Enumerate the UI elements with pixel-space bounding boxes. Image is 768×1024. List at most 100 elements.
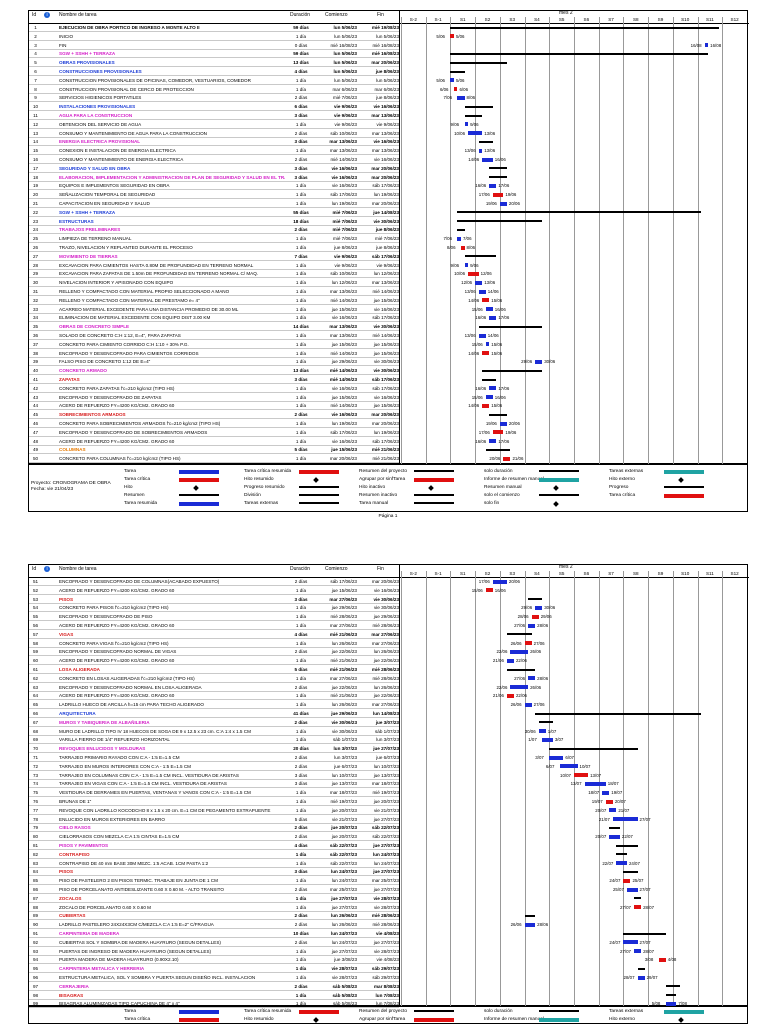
task-row[interactable]: 22 SGW + SSHH + TERRAZA 55 días mié 7/06/23… — [29, 209, 399, 217]
summary-bar[interactable] — [450, 61, 507, 64]
summary-bar[interactable] — [506, 633, 532, 636]
task-row[interactable]: 77 REVOQUE CON LADRILLO KOCODCHO 8 x 1.5 … — [29, 807, 399, 815]
task-row[interactable]: 9 SERVICIOS HIGIENICOS PORTATILES 2 días mi… — [29, 94, 399, 103]
task-row[interactable]: 28 EXCAVACION PARA CIMIENTOS HASTA 0.80M … — [29, 262, 399, 270]
summary-bar[interactable] — [457, 220, 543, 223]
task-bar[interactable] — [531, 614, 539, 619]
task-row[interactable]: 80 CIELORRASOS CON MEZCLA C:A 1:5 CINTAS … — [29, 833, 399, 842]
task-row[interactable]: 3 FIN 0 días mié 16/08/23 mié 16/08/23 — [29, 42, 399, 50]
summary-bar[interactable] — [489, 176, 507, 179]
task-row[interactable]: 71 TARRAJEO PRIMARIO RAYADO CON C:A - 1:5… — [29, 754, 399, 762]
task-row[interactable]: 95 CARPINTERIA METALICA Y HERRERIA 1 día vi… — [29, 965, 399, 974]
summary-bar[interactable] — [478, 325, 543, 328]
task-row[interactable]: 48 ACERO DE REFUERZO FY=4200 KG/CM2. GRAD… — [29, 438, 399, 446]
task-bar[interactable] — [605, 799, 613, 804]
task-row[interactable]: 63 ENCOFRADO Y DESENCOFRADO NORMAL EN LOS… — [29, 684, 399, 692]
task-row[interactable]: 14 ENERGIA ELECTRICA PROVISIONAL 3 días mar… — [29, 138, 399, 147]
task-bar[interactable] — [492, 192, 504, 197]
summary-bar[interactable] — [478, 140, 493, 143]
task-row[interactable]: 61 LOSA ALIGERADA 5 días mié 21/06/23 mié 28… — [29, 666, 399, 674]
task-row[interactable]: 38 ENCOFRADO Y DESENCOFRADO PARA CIMIENTO… — [29, 350, 399, 358]
task-row[interactable]: 81 PISOS Y PAVIMENTOS 4 días sáb 22/07/23 ju… — [29, 842, 399, 850]
task-bar[interactable] — [612, 817, 638, 822]
task-bar[interactable] — [704, 43, 709, 48]
summary-bar[interactable] — [616, 853, 627, 856]
summary-bar[interactable] — [457, 211, 702, 214]
task-row[interactable]: 88 ZOCALO DE PORCELANATO 0.60 X 0.60 M 1 d… — [29, 904, 399, 912]
task-bar[interactable] — [528, 676, 536, 681]
task-bar[interactable] — [475, 280, 483, 285]
task-bar[interactable] — [492, 579, 507, 584]
task-row[interactable]: 25 LIMPIEZA DE TERRENO MANUAL 1 día mié 7/0… — [29, 235, 399, 244]
task-row[interactable]: 55 ENCOFRADO Y DESENCOFRADO DE PISO 1 día m… — [29, 613, 399, 622]
task-row[interactable]: 87 ZOCALOS 1 día jue 27/07/23 vie 28/07/23 — [29, 895, 399, 903]
summary-bar[interactable] — [482, 378, 497, 381]
task-row[interactable]: 79 CIELO RASOS 2 días jue 20/07/23 sáb 22/07… — [29, 824, 399, 833]
task-bar[interactable] — [584, 781, 606, 786]
task-bar[interactable] — [464, 122, 469, 127]
task-row[interactable]: 74 TARRAJEO EN VIGAS CON C:A - 1:5 E=1.5 … — [29, 780, 399, 789]
task-row[interactable]: 65 LADRILLO HUECO DE ARCILLA h=15 cm PARA… — [29, 701, 399, 710]
task-row[interactable]: 1 EJECUCION DE OBRA PORTICO DE INGRESO A … — [29, 24, 399, 32]
task-bar[interactable] — [489, 386, 497, 391]
task-row[interactable]: 13 CONSUMO Y MANTENIMIENTO DE AGUA PARA L… — [29, 130, 399, 138]
task-row[interactable]: 69 VARILLA FIERRO DE 1/4" REFUERZO HORIZO… — [29, 736, 399, 745]
task-row[interactable]: 82 CONTRAPISO 1 día sáb 22/07/23 lun 24/07/2… — [29, 851, 399, 859]
task-row[interactable]: 89 CUBIERTAS 2 días lun 26/06/23 mié 28/06/2… — [29, 912, 399, 921]
task-row[interactable]: 26 TRAZO, NIVELACION Y REPLANTEO DURANTE … — [29, 244, 399, 252]
task-row[interactable]: 34 ELIMINACION DE MATERIAL EXCEDENTE CON … — [29, 314, 399, 323]
task-bar[interactable] — [485, 342, 490, 347]
summary-bar[interactable] — [665, 985, 680, 988]
task-row[interactable]: 94 PUERTA MADERA DE MADERA HUAYRURO (0.90… — [29, 956, 399, 965]
task-row[interactable]: 12 OBTENCION DEL SERVICIO DE AGUA 1 día vie… — [29, 121, 399, 129]
task-bar[interactable] — [506, 693, 514, 698]
task-bar[interactable] — [489, 183, 497, 188]
task-bar[interactable] — [468, 131, 483, 136]
task-bar[interactable] — [535, 605, 543, 610]
task-row[interactable]: 75 VESTIDURA DE DERRAMES EN PUERTAS, VENT… — [29, 789, 399, 798]
task-bar[interactable] — [623, 878, 631, 883]
task-row[interactable]: 47 ENCOFRADO Y DESENCOFRADO DE SOBRECIMIE… — [29, 429, 399, 437]
task-row[interactable]: 93 PUERTAS DE INGRESO DE MADERA HUAYRURO … — [29, 948, 399, 956]
task-row[interactable]: 41 ZAPATAS 3 días mié 14/06/23 sáb 17/06/23 — [29, 376, 399, 384]
task-bar[interactable] — [559, 764, 578, 769]
task-row[interactable]: 56 ACERO DE REFUERZO FY=4200 KG/CM2. GRAD… — [29, 622, 399, 630]
summary-bar[interactable] — [634, 897, 642, 900]
task-bar[interactable] — [609, 834, 620, 839]
task-bar[interactable] — [609, 808, 617, 813]
task-bar[interactable] — [538, 729, 546, 734]
task-row[interactable]: 96 ESTRUCTURA METALICA, SOL Y SOMBRA Y PU… — [29, 974, 399, 982]
task-bar[interactable] — [503, 456, 511, 461]
info-icon[interactable]: i — [44, 566, 50, 572]
task-row[interactable]: 19 EQUIPOS E IMPLEMENTOS SEGURIDAD EN OBR… — [29, 182, 399, 191]
summary-bar[interactable] — [549, 747, 638, 750]
task-bar[interactable] — [637, 975, 645, 980]
task-row[interactable]: 11 AGUA PARA LA CONSTRUCCION 3 días vie 9/0… — [29, 112, 399, 120]
task-row[interactable]: 27 MOVIMIENTO DE TIERRAS 7 días vie 9/06/23… — [29, 253, 399, 261]
task-row[interactable]: 53 PISOS 3 días mar 27/06/23 vie 30/06/23 — [29, 596, 399, 604]
task-row[interactable]: 84 PISOS 3 días lun 24/07/23 jue 27/07/23 — [29, 868, 399, 877]
task-row[interactable]: 90 LADRILLO PASTELERO 24X24X3CM C/MEZCLA … — [29, 921, 399, 930]
task-row[interactable]: 50 CONCRETO PARA COLUMNAS f'c=210 kg/cm2 … — [29, 455, 399, 464]
task-row[interactable]: 43 ENCOFRADO Y DESENCOFRADO DE ZAPATAS 1 d… — [29, 394, 399, 402]
task-row[interactable]: 17 SEGURIDAD Y SALUD EN OBRA 3 días vie 16/… — [29, 165, 399, 173]
summary-bar[interactable] — [485, 448, 511, 451]
task-row[interactable]: 6 CONSTRUCCIONES PROVISIONALES 4 días lun 5… — [29, 68, 399, 76]
task-row[interactable]: 30 NIVELACION INTERIOR Y APISONADO CON EQ… — [29, 279, 399, 288]
summary-bar[interactable] — [616, 844, 638, 847]
task-bar[interactable] — [626, 887, 638, 892]
task-row[interactable]: 49 COLUMNAS 5 días jue 15/06/23 mié 21/06/23 — [29, 446, 399, 455]
summary-bar[interactable] — [637, 967, 645, 970]
task-bar[interactable] — [535, 359, 543, 364]
task-bar[interactable] — [478, 148, 483, 153]
summary-bar[interactable] — [528, 598, 543, 601]
summary-bar[interactable] — [538, 721, 553, 724]
task-row[interactable]: 18 ELABORACION, IMPLEMENTACION Y ADMINIST… — [29, 174, 399, 182]
task-row[interactable]: 31 RELLENO Y COMPACTADO CON MATERIAL PROP… — [29, 288, 399, 296]
task-bar[interactable] — [468, 271, 479, 276]
task-row[interactable]: 52 ACERO DE REFUERZO FY=4200 KG/CM2. GRAD… — [29, 587, 399, 595]
task-row[interactable]: 44 ACERO DE REFUERZO FY=4200 KG/CM2. GRAD… — [29, 402, 399, 411]
task-bar[interactable] — [485, 588, 493, 593]
task-bar[interactable] — [461, 245, 465, 250]
task-bar[interactable] — [478, 333, 486, 338]
